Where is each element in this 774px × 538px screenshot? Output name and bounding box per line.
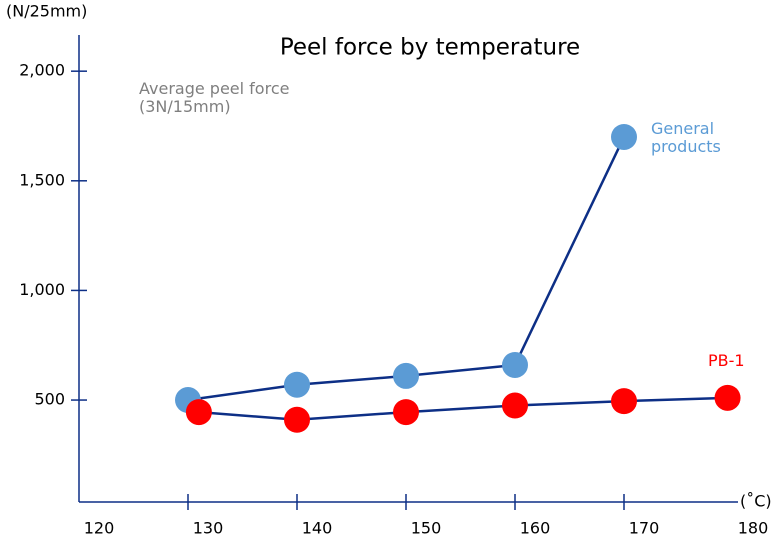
x-tick-label: 120 [84, 519, 115, 538]
data-point [185, 399, 212, 426]
data-point [284, 406, 310, 433]
series-label: PB-1 [708, 351, 745, 370]
data-point [611, 123, 637, 150]
x-tick-label: 140 [302, 519, 333, 538]
x-axis-label: (˚C) [740, 492, 772, 511]
series-label: General products [651, 119, 721, 156]
chart-title: Peel force by temperature [280, 35, 580, 61]
x-tick-label: 160 [520, 519, 551, 538]
data-point [393, 362, 419, 389]
series-line [187, 136, 626, 402]
y-tick-label: 1,500 [19, 170, 65, 189]
data-point [502, 351, 528, 378]
x-tick-label: 170 [629, 519, 660, 538]
x-tick-label: 180 [738, 519, 769, 538]
y-tick-label: 2,000 [19, 61, 65, 80]
x-tick-label: 130 [193, 519, 224, 538]
series-line [198, 396, 728, 422]
data-point [393, 399, 419, 426]
y-tick-label: 500 [34, 390, 65, 409]
x-tick-label: 150 [411, 519, 442, 538]
annotation: Average peel force (3N/15mm) [139, 79, 290, 116]
data-point [502, 392, 528, 419]
y-tick-label: 1,000 [19, 280, 65, 299]
data-point [714, 384, 741, 411]
data-point [611, 388, 637, 415]
data-point [284, 371, 310, 398]
y-axis-label: (N/25mm) [6, 2, 87, 21]
